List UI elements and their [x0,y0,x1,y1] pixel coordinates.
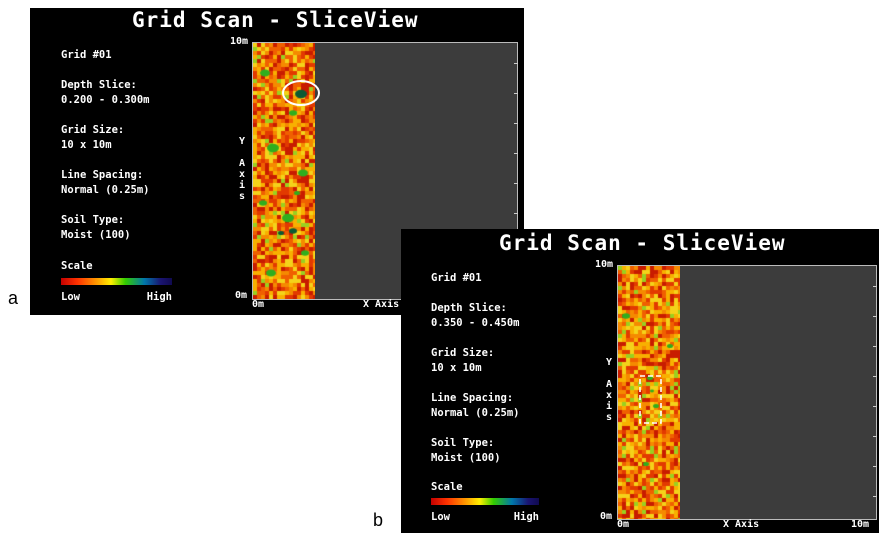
x-axis-title: X Axis [363,299,400,310]
heatmap-strip [618,266,680,519]
grid-size-value: 10 x 10m [431,362,482,374]
grid-size-label: Grid Size: [61,124,125,136]
tick [514,183,518,184]
scale-ends: Low High [431,511,539,523]
info-panel: Grid #01 Depth Slice: 0.350 - 0.450m Gri… [431,271,520,481]
x-axis-start-label: 0m [617,519,630,530]
scale-colorbar [61,278,172,285]
grid-number: Grid #01 [61,49,112,61]
soil-type-value: Moist (100) [61,229,131,241]
slice-plot [617,265,877,520]
grid-size-label: Grid Size: [431,347,495,359]
slice-view-screen-a: Grid Scan - SliceView Grid #01 Depth Sli… [30,8,524,315]
x-axis-title: X Axis [723,519,760,530]
scale-high-label: High [146,291,172,303]
soil-type-value: Moist (100) [431,452,501,464]
depth-slice-value: 0.200 - 0.300m [61,94,150,106]
tick [873,346,877,347]
y-axis-bottom-label: 0m [600,511,613,522]
grid-size-value: 10 x 10m [61,139,112,151]
info-panel: Grid #01 Depth Slice: 0.200 - 0.300m Gri… [61,48,150,258]
soil-type-label: Soil Type: [431,437,495,449]
tick [873,496,877,497]
scale-label: Scale [61,260,93,272]
y-axis-top-label: 10m [595,259,614,270]
tick [873,316,877,317]
tick [873,436,877,437]
line-spacing-label: Line Spacing: [61,169,144,181]
heatmap-strip [253,43,315,299]
depth-slice-value: 0.350 - 0.450m [431,317,520,329]
y-axis-bottom-label: 0m [235,290,248,301]
window-title: Grid Scan - SliceView [132,8,419,32]
tick [514,213,518,214]
soil-type-label: Soil Type: [61,214,125,226]
panel-letter-b: b [373,510,384,530]
tick [873,406,877,407]
depth-slice-label: Depth Slice: [61,79,137,91]
annotation-layer [639,375,662,424]
scale-colorbar [431,498,539,505]
scale-ends: Low High [61,291,172,303]
line-spacing-label: Line Spacing: [431,392,514,404]
scale-high-label: High [513,511,539,523]
tick [514,93,518,94]
y-axis-top-label: 10m [230,36,249,47]
scale-low-label: Low [61,291,80,303]
slice-view-screen-b: Grid Scan - SliceView Grid #01 Depth Sli… [401,229,879,533]
depth-slice-label: Depth Slice: [431,302,507,314]
tick [514,63,518,64]
anomaly-circle [282,80,320,106]
tick [514,123,518,124]
window-title: Grid Scan - SliceView [499,231,786,255]
scale-low-label: Low [431,511,450,523]
annotation-layer [282,80,320,106]
anomaly-dashed-rectangle [639,375,662,424]
line-spacing-value: Normal (0.25m) [61,184,150,196]
tick [514,153,518,154]
tick [873,376,877,377]
tick [873,286,877,287]
line-spacing-value: Normal (0.25m) [431,407,520,419]
x-axis-start-label: 0m [252,299,265,310]
x-axis-end-label: 10m [851,519,870,530]
scale-label: Scale [431,481,463,493]
tick [873,466,877,467]
panel-letter-a: a [8,288,19,308]
grid-number: Grid #01 [431,272,482,284]
